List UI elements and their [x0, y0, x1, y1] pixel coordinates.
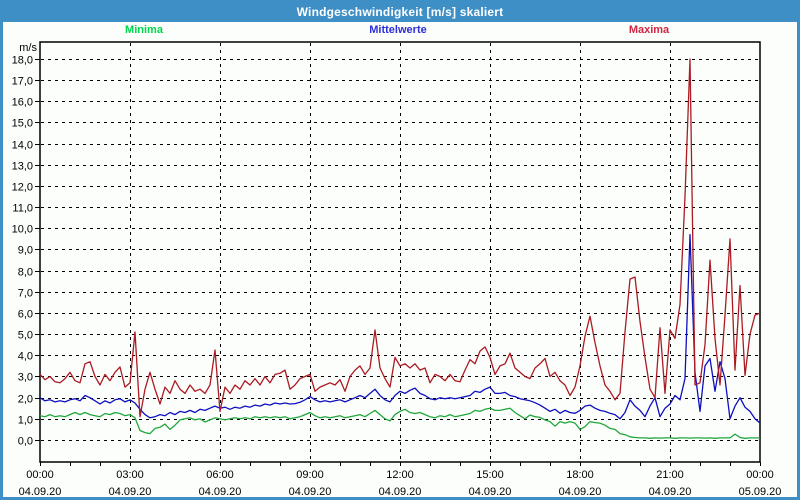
y-axis-tick-label: 7,0	[18, 288, 33, 300]
y-axis-tick-label: 5,0	[18, 330, 33, 342]
x-axis-label-date: 04.09.20	[199, 486, 242, 497]
y-axis-tick-label: 9,0	[18, 245, 33, 257]
y-axis-tick-label: 3,0	[18, 372, 33, 384]
series-line-minima	[40, 407, 760, 439]
y-axis-tick-label: 14,0	[12, 140, 33, 152]
window-title: Windgeschwindigkeit [m/s] skaliert	[296, 5, 504, 19]
x-axis-label-time: 21:00	[656, 469, 684, 481]
x-axis-label-date: 04.09.20	[469, 486, 512, 497]
y-axis-unit-label: m/s	[19, 42, 37, 54]
y-axis-tick-label: 16,0	[12, 97, 33, 109]
series-line-mittelwerte	[40, 234, 760, 424]
x-axis-label-time: 09:00	[296, 469, 324, 481]
y-axis-tick-label: 18,0	[12, 55, 33, 67]
x-axis-label-time: 03:00	[116, 469, 144, 481]
y-axis-tick-label: 13,0	[12, 161, 33, 173]
x-axis-label-time: 15:00	[476, 469, 504, 481]
series-line-maxima	[40, 58, 760, 418]
x-axis-label-time: 06:00	[206, 469, 234, 481]
y-axis-tick-label: 10,0	[12, 224, 33, 236]
x-axis-label-date: 04.09.20	[289, 486, 332, 497]
y-axis-tick-label: 8,0	[18, 267, 33, 279]
legend-minima-label: Minima	[125, 24, 163, 36]
x-axis-label-date: 04.09.20	[109, 486, 152, 497]
y-axis-tick-label: 12,0	[12, 182, 33, 194]
plot-area-border	[39, 41, 761, 463]
title-bar: Windgeschwindigkeit [m/s] skaliert	[3, 3, 797, 22]
x-axis-label-date: 04.09.20	[559, 486, 602, 497]
y-axis-tick-label: 1,0	[18, 415, 33, 427]
x-axis-label-date: 05.09.20	[739, 486, 782, 497]
y-axis-tick-label: 2,0	[18, 394, 33, 406]
y-axis-tick-label: 17,0	[12, 76, 33, 88]
legend-maxima-label: Maxima	[628, 24, 670, 36]
x-axis-label-date: 04.09.20	[649, 486, 692, 497]
x-axis-label-time: 00:00	[746, 469, 774, 481]
y-axis-tick-label: 4,0	[18, 351, 33, 363]
x-axis-label-date: 04.09.20	[19, 486, 62, 497]
y-axis-tick-label: 0,0	[18, 436, 33, 448]
y-axis-tick-label: 11,0	[12, 203, 33, 215]
chart-svg: 0,0 1,0 2,0 3,0 4,0 5,0 6,0 7,0 8,0 9,0 10,0 11,0 12…	[12, 41, 782, 497]
x-axis-label-time: 00:00	[26, 469, 54, 481]
y-axis-tick-label: 6,0	[18, 309, 33, 321]
x-axis-label-time: 18:00	[566, 469, 594, 481]
x-axis-label-date: 04.09.20	[379, 486, 422, 497]
legend-mittelwerte-label: Mittelwerte	[369, 24, 427, 36]
x-axis-label-time: 12:00	[386, 469, 414, 481]
y-axis-tick-label: 15,0	[12, 118, 33, 130]
